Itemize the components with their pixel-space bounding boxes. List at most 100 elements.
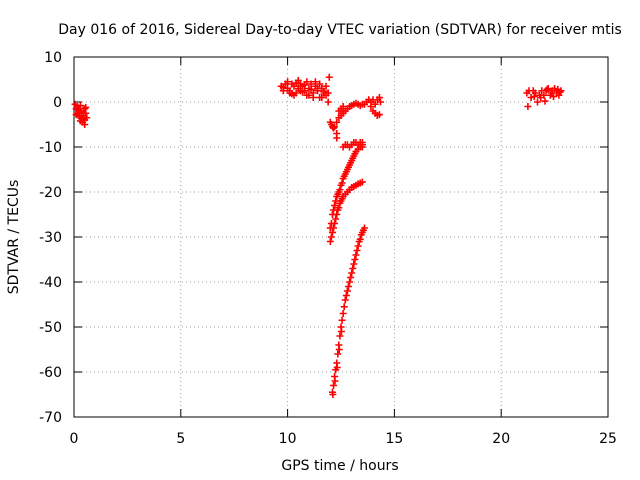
data-point [358,141,366,149]
data-point [348,269,356,277]
data-point [340,172,348,180]
data-point [279,84,287,92]
series-1 [277,73,333,106]
data-point [338,316,346,324]
data-point [339,310,347,317]
data-point [336,186,344,194]
data-point [309,94,317,101]
x-tick-label: 10 [279,431,297,447]
y-tick-label: -70 [39,410,62,426]
x-tick-label: 20 [492,431,510,447]
y-axis-tick-labels: -70 -60 -50 -40 -30 -20 -10 0 10 [39,50,62,426]
data-point [307,85,315,93]
data-points [71,73,565,398]
data-point [332,197,340,205]
data-point [334,350,342,358]
data-point [299,88,307,96]
x-tick-label: 5 [176,431,185,447]
data-point [340,303,348,311]
data-point [347,159,355,167]
data-point [335,346,343,353]
y-tick-label: -60 [39,365,62,381]
data-point [284,78,292,86]
data-point [351,150,359,158]
data-point [324,89,332,97]
data-point [343,287,351,295]
data-point [330,206,338,214]
data-point [77,108,85,116]
data-point [337,328,345,335]
series-0 [71,100,91,128]
data-point [330,382,338,389]
data-point [530,93,538,101]
data-point [349,154,357,162]
x-tick-label: 25 [599,431,617,447]
y-tick-label: -50 [39,320,62,336]
data-point [331,202,339,209]
data-point [330,124,338,132]
data-point [82,103,90,111]
data-point [326,238,334,245]
data-point [554,85,562,93]
data-point [547,89,555,97]
data-point [349,265,357,272]
data-point [346,278,354,286]
data-point [344,283,352,290]
data-point [353,247,361,254]
data-point [356,235,364,243]
data-point [541,97,549,105]
data-point [335,107,343,115]
data-point [311,78,319,86]
data-point [80,112,88,119]
data-point [329,391,337,398]
data-point [324,98,332,106]
data-point [347,274,355,281]
data-point [375,94,383,101]
series-6 [328,224,368,398]
data-point [527,94,535,101]
data-point [314,85,322,92]
data-point [327,233,335,241]
data-point [543,85,551,93]
data-point [344,163,352,171]
data-point [342,168,350,176]
data-point [305,91,313,99]
y-axis-label: SDTVAR / TECUs [6,180,22,295]
data-point [351,256,359,263]
data-point [555,91,563,99]
data-point [371,100,379,108]
grid-lines [74,57,608,417]
data-point [316,80,324,88]
data-point [557,87,565,95]
data-point [544,85,552,92]
data-point [350,260,358,268]
data-point [331,123,339,131]
data-point [75,112,83,120]
data-point [550,93,558,101]
data-point [76,102,84,110]
data-point [325,73,333,81]
series-7 [523,85,565,110]
data-point [354,242,362,250]
data-point [338,195,346,203]
data-point [336,199,344,207]
data-point [338,179,346,187]
data-point [531,89,539,97]
data-point [332,215,340,223]
data-point [327,220,335,227]
y-tick-label: -40 [39,275,62,291]
series-5 [326,141,366,232]
data-point [333,118,341,126]
data-point [333,134,341,142]
data-point [328,229,336,236]
data-point [524,103,532,110]
data-point [334,190,342,198]
data-point [341,296,349,304]
data-point [367,103,375,110]
data-point [81,105,89,113]
x-tick-label: 15 [385,431,403,447]
data-point [328,211,336,218]
x-axis-label: GPS time / hours [281,458,398,474]
data-point [377,98,385,106]
